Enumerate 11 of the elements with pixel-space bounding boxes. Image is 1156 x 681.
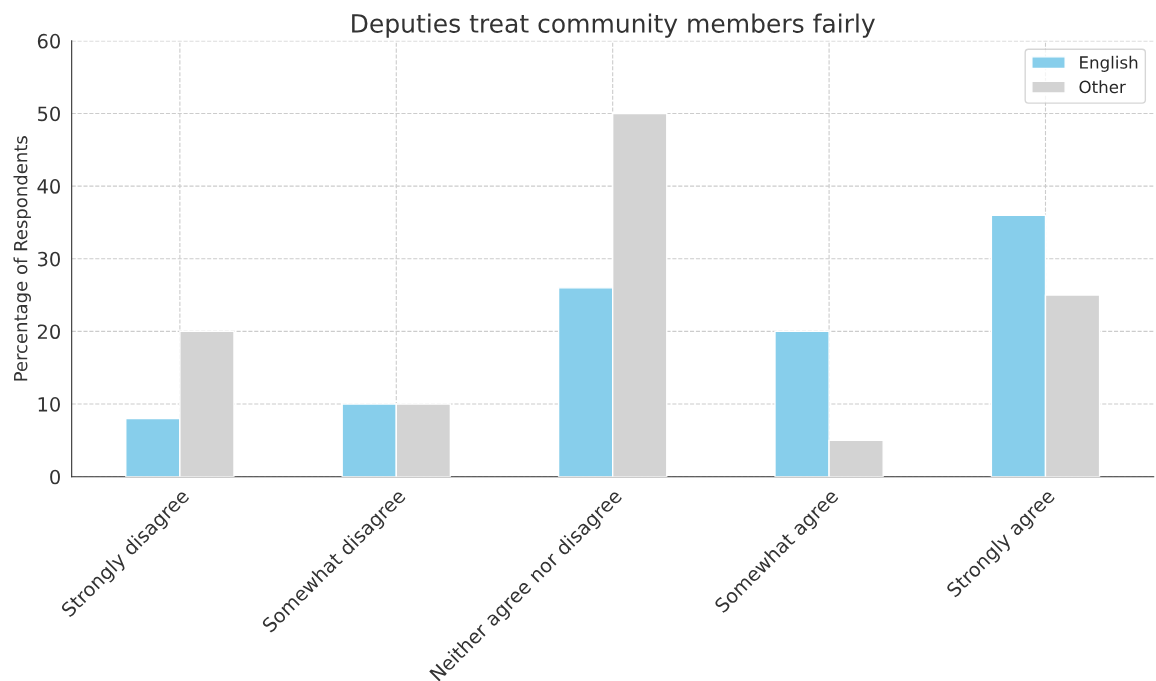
legend-label: Other bbox=[1079, 80, 1126, 94]
y-tick-label: 20 bbox=[37, 324, 60, 340]
y-tick-label: 60 bbox=[37, 33, 60, 49]
y-tick-label: 30 bbox=[37, 251, 60, 267]
chart-title: Deputies treat community members fairly bbox=[352, 13, 875, 38]
y-axis-title: Percentage of Respondents bbox=[13, 136, 31, 381]
y-tick-label: 10 bbox=[38, 397, 60, 412]
y-tick-label: 40 bbox=[37, 179, 60, 194]
y-tick-label: 50 bbox=[38, 106, 60, 122]
y-tick-label: 0 bbox=[50, 469, 60, 485]
legend-label: English bbox=[1080, 55, 1138, 72]
